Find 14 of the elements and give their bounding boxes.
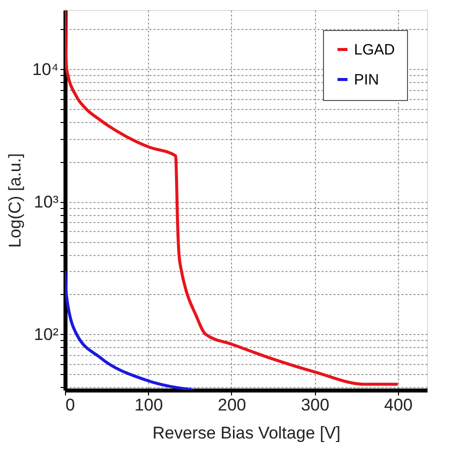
line-series <box>65 10 400 386</box>
line-series <box>65 270 196 390</box>
x-tick-label: 0 <box>66 396 75 414</box>
legend-label: LGAD <box>354 42 396 58</box>
y-tick-label: 10⁴ <box>32 60 58 79</box>
y-axis-title: Log(C) [a.u.] <box>5 153 24 248</box>
x-axis-title: Reverse Bias Voltage [V] <box>152 424 341 442</box>
x-tick-label: 300 <box>300 396 330 414</box>
x-tick-label: 400 <box>384 396 413 414</box>
y-tick-label: 10² <box>34 324 59 344</box>
y-tick-label: 10³ <box>34 192 59 212</box>
x-tick-label: 200 <box>218 396 246 414</box>
x-tick-label: 100 <box>134 396 163 414</box>
legend-label: PIN <box>354 72 380 88</box>
